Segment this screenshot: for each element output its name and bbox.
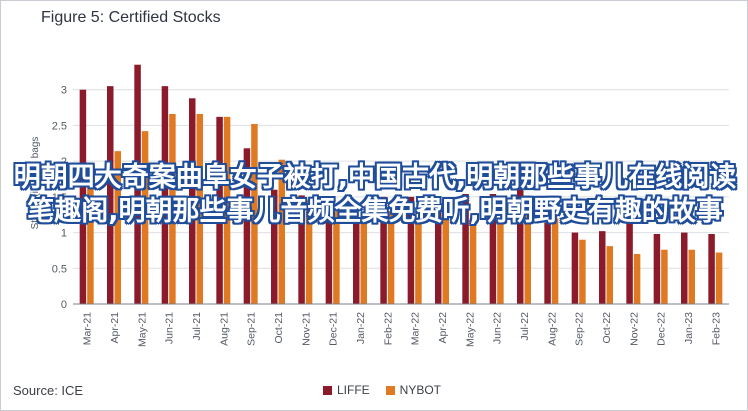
y-tick-label: 2	[61, 156, 67, 168]
bar-liffe	[380, 196, 387, 304]
bar-liffe	[353, 218, 360, 304]
bar-nybot	[524, 211, 531, 304]
legend-label-nybot: NYBOT	[399, 383, 442, 397]
bar-liffe	[298, 195, 305, 304]
bar-nybot	[497, 218, 504, 304]
bar-liffe	[189, 98, 196, 305]
bar-liffe	[325, 211, 333, 304]
legend-label-liffe: LIFFE	[337, 383, 370, 397]
bar-nybot	[169, 114, 176, 304]
x-tick-label: Aug-22	[546, 312, 558, 346]
x-tick-label: Mar-21	[82, 312, 94, 345]
chart-legend: LIFFE NYBOT	[323, 383, 441, 397]
legend-item-liffe: LIFFE	[323, 383, 370, 397]
bar-nybot	[278, 159, 285, 304]
x-tick-label: Jun-21	[164, 312, 176, 344]
x-tick-label: Aug-21	[218, 312, 230, 346]
bar-nybot	[223, 116, 231, 304]
bar-nybot	[415, 218, 422, 304]
x-tick-label: Feb-23	[710, 312, 722, 345]
bar-nybot	[251, 124, 258, 304]
bars	[79, 64, 723, 305]
bar-liffe	[216, 116, 223, 304]
y-axis-ticks: 0 0.5 1 1.5 2 2.5 3	[52, 85, 67, 311]
bar-liffe	[653, 234, 661, 304]
bar-nybot	[606, 246, 613, 304]
bar-liffe	[681, 232, 688, 304]
bar-nybot	[196, 114, 203, 304]
x-tick-label: Oct-21	[273, 312, 285, 344]
y-tick-label: 0	[61, 299, 67, 311]
bar-liffe	[435, 196, 442, 304]
bar-nybot	[333, 211, 340, 304]
bar-liffe	[517, 186, 524, 304]
legend-swatch-nybot	[385, 385, 395, 395]
x-tick-label: Nov-22	[628, 312, 640, 346]
bar-liffe	[489, 194, 497, 304]
legend-item-nybot: NYBOT	[385, 383, 442, 397]
x-tick-label: May-22	[464, 312, 476, 347]
x-tick-label: Feb-22	[382, 312, 394, 345]
x-tick-label: Jul-21	[191, 312, 203, 341]
bar-nybot	[688, 249, 695, 304]
x-tick-label: Sep-22	[574, 312, 586, 346]
x-tick-label: Dec-21	[328, 312, 340, 346]
bar-liffe	[599, 231, 606, 304]
bar-liffe	[107, 86, 114, 305]
x-tick-label: May-21	[136, 312, 148, 347]
bar-liffe	[626, 222, 633, 304]
y-axis-label: Stocks (in 60kg bags	[30, 137, 41, 230]
y-tick-label: 0.5	[52, 263, 67, 275]
x-tick-label: Dec-22	[656, 312, 668, 346]
bar-liffe	[571, 232, 579, 304]
y-tick-label: 1	[61, 228, 67, 240]
x-axis-ticks: Mar-21 Apr-21 May-21 Jun-21 Jul-21 Aug-21 Sep-…	[82, 312, 723, 347]
bar-liffe	[161, 86, 169, 305]
bar-liffe	[708, 234, 715, 304]
source-note: Source: ICE	[13, 383, 84, 398]
overlay-text: 明朝四大奇案曲阜女子被打,中国古代,明朝那些事儿在线阅读笔趣阁,明朝那些事儿音频…	[13, 162, 737, 227]
x-tick-label: Apr-22	[437, 312, 449, 344]
gridlines	[73, 89, 729, 269]
bar-nybot	[305, 199, 313, 304]
x-tick-label: Apr-21	[109, 312, 121, 344]
y-tick-label: 2.5	[52, 120, 67, 132]
bar-nybot	[715, 252, 723, 304]
bar-liffe	[271, 189, 278, 304]
legend-swatch-liffe	[323, 385, 332, 395]
y-tick-label: 3	[61, 85, 67, 97]
bar-nybot	[469, 218, 477, 304]
x-tick-label: Jul-22	[519, 312, 531, 341]
bar-nybot	[551, 218, 559, 304]
x-tick-label: Oct-22	[601, 312, 613, 344]
x-tick-label: Sep-21	[246, 312, 258, 346]
bar-nybot	[87, 164, 94, 304]
bar-liffe	[407, 196, 415, 304]
bar-liffe	[462, 194, 469, 304]
x-tick-label: Mar-22	[410, 312, 422, 345]
bar-nybot	[114, 151, 121, 304]
bar-nybot	[633, 254, 641, 304]
bar-nybot	[579, 239, 586, 304]
bar-liffe	[544, 222, 551, 304]
bar-nybot	[387, 211, 395, 304]
x-tick-label: Jan-23	[683, 312, 695, 344]
bar-liffe	[79, 89, 87, 304]
chart-title: Figure 5: Certified Stocks	[41, 9, 221, 26]
bar-liffe	[134, 64, 141, 304]
x-tick-label: Jun-22	[492, 312, 504, 344]
bar-nybot	[360, 218, 367, 304]
x-tick-label: Jan-22	[355, 312, 367, 344]
y-tick-label: 1.5	[52, 192, 67, 204]
bar-nybot	[141, 131, 149, 304]
bar-nybot	[442, 218, 449, 304]
bar-liffe	[243, 148, 251, 304]
bar-nybot	[661, 249, 668, 304]
x-tick-label: Nov-21	[300, 312, 312, 346]
